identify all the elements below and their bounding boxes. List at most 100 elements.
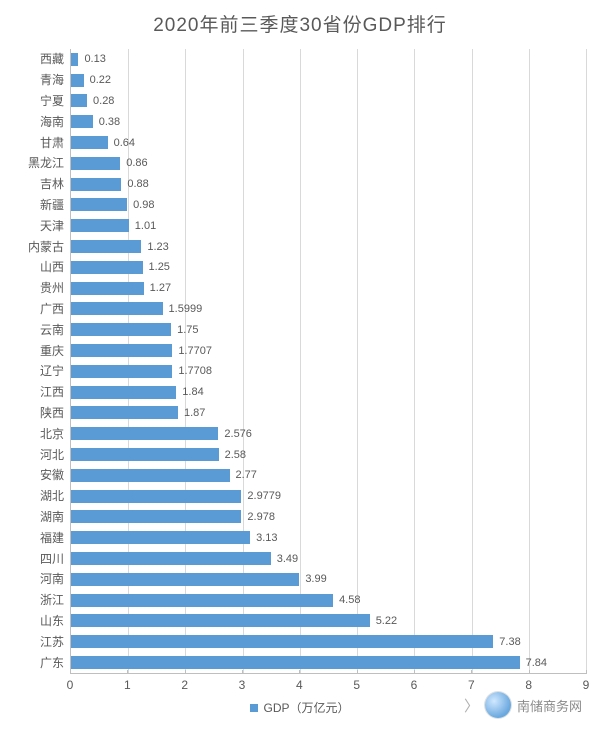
bar-value-label: 3.99 [305, 573, 326, 585]
bar-row: 0.13 [71, 52, 586, 66]
legend-swatch [250, 704, 258, 712]
y-axis-category: 甘肃 [40, 137, 64, 149]
bar: 5.22 [71, 614, 370, 627]
y-axis-category: 安徽 [40, 469, 64, 481]
y-axis-category: 河南 [40, 573, 64, 585]
y-axis-category: 江西 [40, 386, 64, 398]
bar-value-label: 1.27 [150, 282, 171, 294]
bar-row: 0.86 [71, 156, 586, 170]
x-tick-mark [185, 670, 186, 674]
bar-row: 0.98 [71, 198, 586, 212]
bar: 1.23 [71, 240, 141, 253]
bar: 0.13 [71, 53, 78, 66]
y-axis-labels: 西藏青海宁夏海南甘肃黑龙江吉林新疆天津内蒙古山西贵州广西云南重庆辽宁江西陕西北京… [14, 49, 70, 673]
y-axis-category: 江苏 [40, 636, 64, 648]
bar-row: 1.27 [71, 281, 586, 295]
bar-value-label: 0.22 [90, 74, 111, 86]
y-axis-category: 北京 [40, 428, 64, 440]
bar-row: 3.49 [71, 552, 586, 566]
bar: 2.58 [71, 448, 219, 461]
x-tick-label: 8 [525, 678, 532, 692]
bar-row: 1.5999 [71, 302, 586, 316]
x-tick-label: 4 [296, 678, 303, 692]
bar-row: 1.7707 [71, 344, 586, 358]
x-tick-mark [414, 670, 415, 674]
bar: 0.22 [71, 74, 84, 87]
bar-value-label: 0.13 [84, 53, 105, 65]
bar-row: 5.22 [71, 614, 586, 628]
y-axis-category: 吉林 [40, 178, 64, 190]
bar: 3.49 [71, 552, 271, 565]
y-axis-category: 湖南 [40, 511, 64, 523]
bar-row: 1.84 [71, 385, 586, 399]
bar: 2.9779 [71, 490, 241, 503]
x-tick-mark [299, 670, 300, 674]
bar-value-label: 1.87 [184, 407, 205, 419]
bar-row: 0.64 [71, 136, 586, 150]
bar: 1.75 [71, 323, 171, 336]
chevron-right-icon: 〉 [464, 695, 479, 716]
bar: 1.7708 [71, 365, 172, 378]
watermark-brand: 南储商务网 [517, 696, 582, 715]
bar-value-label: 1.7707 [178, 345, 212, 357]
bar: 0.86 [71, 157, 120, 170]
bar-value-label: 7.84 [526, 657, 547, 669]
y-axis-category: 陕西 [40, 407, 64, 419]
x-tick-label: 0 [67, 678, 74, 692]
bar-value-label: 0.88 [127, 178, 148, 190]
gridline [586, 49, 587, 673]
bar-row: 2.978 [71, 510, 586, 524]
bar-value-label: 1.75 [177, 324, 198, 336]
chart-title: 2020年前三季度30省份GDP排行 [14, 10, 586, 37]
bar: 1.27 [71, 282, 144, 295]
bar: 7.84 [71, 656, 520, 669]
bar-row: 0.22 [71, 73, 586, 87]
bar-value-label: 1.01 [135, 220, 156, 232]
y-axis-category: 新疆 [40, 199, 64, 211]
bar: 0.38 [71, 115, 93, 128]
bars-region: 0.130.220.280.380.640.860.880.981.011.23… [70, 49, 586, 673]
y-axis-category: 福建 [40, 532, 64, 544]
y-axis-category: 广西 [40, 303, 64, 315]
bar-value-label: 1.25 [149, 261, 170, 273]
y-axis-category: 天津 [40, 220, 64, 232]
bar-row: 1.87 [71, 406, 586, 420]
x-tick-label: 5 [353, 678, 360, 692]
y-axis-category: 黑龙江 [28, 157, 64, 169]
bar-value-label: 0.64 [114, 137, 135, 149]
bar-value-label: 0.98 [133, 199, 154, 211]
bar-row: 2.58 [71, 448, 586, 462]
y-axis-category: 湖北 [40, 490, 64, 502]
watermark: 〉 南储商务网 [464, 692, 582, 718]
bar: 7.38 [71, 635, 493, 648]
bar: 0.64 [71, 136, 108, 149]
bar-value-label: 2.77 [236, 469, 257, 481]
legend-label: GDP（万亿元） [263, 701, 349, 715]
x-tick-label: 1 [124, 678, 131, 692]
bar-value-label: 0.28 [93, 95, 114, 107]
bar-row: 1.01 [71, 219, 586, 233]
x-tick-label: 2 [181, 678, 188, 692]
bar: 1.7707 [71, 344, 172, 357]
bar: 1.01 [71, 219, 129, 232]
x-tick-label: 9 [583, 678, 590, 692]
bar-row: 4.58 [71, 593, 586, 607]
bar: 1.25 [71, 261, 143, 274]
y-axis-category: 山东 [40, 615, 64, 627]
bar-row: 3.13 [71, 531, 586, 545]
y-axis-category: 山西 [40, 261, 64, 273]
x-tick-mark [242, 670, 243, 674]
bar-value-label: 5.22 [376, 615, 397, 627]
bar-row: 1.25 [71, 260, 586, 274]
bar-row: 7.38 [71, 635, 586, 649]
bar-row: 1.7708 [71, 364, 586, 378]
bar-value-label: 7.38 [499, 636, 520, 648]
x-tick-mark [471, 670, 472, 674]
bar-value-label: 3.49 [277, 553, 298, 565]
bar-row: 2.77 [71, 468, 586, 482]
y-axis-category: 西藏 [40, 53, 64, 65]
x-tick-mark [357, 670, 358, 674]
x-axis: 0123456789 [70, 673, 586, 693]
bar: 1.87 [71, 406, 178, 419]
bar-row: 0.28 [71, 94, 586, 108]
